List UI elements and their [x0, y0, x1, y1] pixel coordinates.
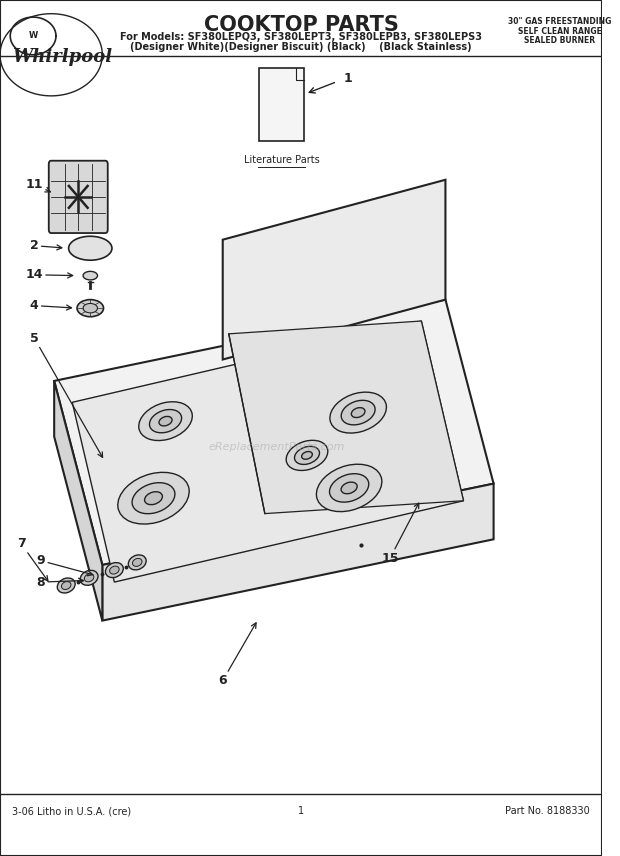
Ellipse shape — [294, 446, 319, 465]
Ellipse shape — [352, 407, 365, 418]
Ellipse shape — [341, 401, 375, 425]
Text: 7: 7 — [17, 537, 48, 581]
Ellipse shape — [128, 555, 146, 570]
Text: 1: 1 — [298, 806, 304, 817]
Text: 3-06 Litho in U.S.A. (cre): 3-06 Litho in U.S.A. (cre) — [12, 806, 131, 817]
Text: 2: 2 — [30, 239, 62, 253]
FancyBboxPatch shape — [49, 161, 108, 233]
Ellipse shape — [84, 574, 94, 582]
Text: For Models: SF380LEPQ3, SF380LEPT3, SF380LEPB3, SF380LEPS3: For Models: SF380LEPQ3, SF380LEPT3, SF38… — [120, 32, 482, 42]
Ellipse shape — [341, 482, 357, 494]
Ellipse shape — [302, 451, 312, 460]
Ellipse shape — [286, 440, 328, 471]
Ellipse shape — [83, 271, 97, 280]
Ellipse shape — [105, 562, 123, 578]
Ellipse shape — [118, 473, 189, 524]
Ellipse shape — [330, 392, 386, 433]
Text: Literature Parts: Literature Parts — [244, 155, 319, 165]
Text: SELF CLEAN RANGE: SELF CLEAN RANGE — [518, 27, 602, 36]
Polygon shape — [223, 180, 445, 360]
Ellipse shape — [83, 304, 97, 312]
Text: 30" GAS FREESTANDING: 30" GAS FREESTANDING — [508, 17, 611, 27]
Ellipse shape — [329, 473, 369, 502]
Text: 8: 8 — [37, 575, 84, 589]
Text: 11: 11 — [25, 177, 50, 192]
Ellipse shape — [133, 558, 142, 567]
Ellipse shape — [110, 566, 119, 574]
Text: 15: 15 — [381, 503, 419, 565]
Text: 14: 14 — [25, 268, 73, 282]
Text: 1: 1 — [343, 72, 352, 85]
Polygon shape — [54, 300, 494, 565]
Text: 9: 9 — [37, 554, 93, 576]
Ellipse shape — [61, 581, 71, 590]
Ellipse shape — [149, 409, 182, 433]
Ellipse shape — [57, 578, 75, 593]
Text: W: W — [29, 32, 38, 40]
Text: Part No. 8188330: Part No. 8188330 — [505, 806, 590, 817]
Text: 5: 5 — [30, 331, 102, 457]
Text: (Designer White)(Designer Biscuit) (Black)    (Black Stainless): (Designer White)(Designer Biscuit) (Blac… — [130, 42, 472, 52]
Ellipse shape — [144, 491, 162, 505]
Polygon shape — [102, 484, 494, 621]
Text: 6: 6 — [218, 623, 256, 687]
Ellipse shape — [139, 401, 192, 441]
Polygon shape — [54, 381, 102, 621]
Text: COOKTOP PARTS: COOKTOP PARTS — [203, 15, 399, 35]
Text: SEALED BURNER: SEALED BURNER — [525, 36, 595, 45]
Ellipse shape — [316, 464, 382, 512]
Text: 4: 4 — [30, 299, 71, 312]
Polygon shape — [229, 321, 464, 514]
Ellipse shape — [80, 570, 98, 586]
Ellipse shape — [159, 416, 172, 426]
Ellipse shape — [132, 483, 175, 514]
Polygon shape — [73, 321, 464, 582]
Bar — [259, 68, 304, 141]
Text: Whirlpool: Whirlpool — [12, 48, 112, 66]
Text: eReplacementParts.com: eReplacementParts.com — [209, 442, 345, 452]
Ellipse shape — [69, 236, 112, 260]
Ellipse shape — [77, 300, 104, 317]
